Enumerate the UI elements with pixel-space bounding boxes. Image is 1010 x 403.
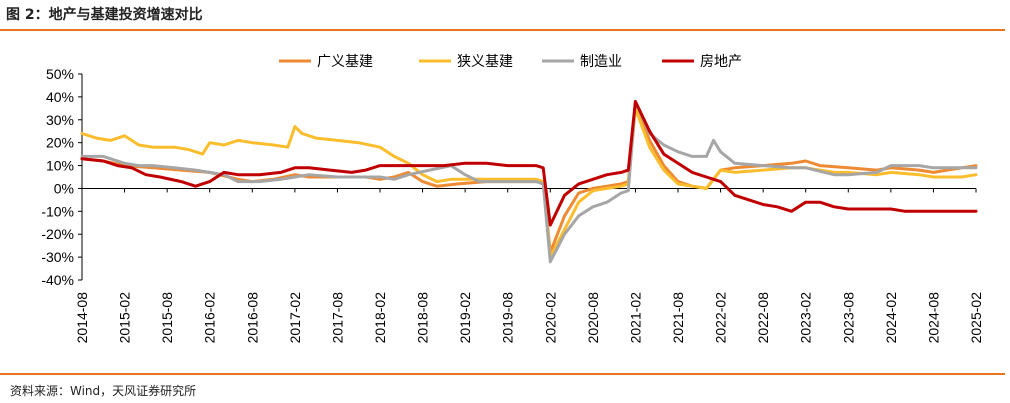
x-tick-label: 2021-02 bbox=[627, 292, 643, 344]
x-tick-label: 2018-02 bbox=[372, 292, 388, 344]
x-tick-label: 2020-08 bbox=[585, 292, 601, 344]
y-tick-label: -40% bbox=[41, 272, 74, 288]
x-tick-label: 2017-02 bbox=[287, 292, 303, 344]
x-tick-label: 2022-08 bbox=[755, 292, 771, 344]
source-note: 资料来源：Wind，天风证券研究所 bbox=[10, 384, 197, 398]
x-tick-label: 2017-08 bbox=[329, 292, 345, 344]
x-tick-label: 2022-02 bbox=[713, 292, 729, 344]
y-tick-label: 30% bbox=[46, 112, 74, 128]
y-tick-label: 50% bbox=[46, 66, 74, 82]
series-layer bbox=[80, 100, 978, 264]
x-tick-label: 2016-08 bbox=[244, 292, 260, 344]
legend-label-4: 房地产 bbox=[700, 54, 742, 70]
series-line-3 bbox=[80, 100, 978, 264]
axes-layer: 50% 40% 30% 20% 10% 0% -10% -20% -30% -40%2014-08… bbox=[41, 66, 984, 343]
chart: 50% 40% 30% 20% 10% 0% -10% -20% -30% -40%2014-08… bbox=[41, 53, 984, 343]
x-tick-label: 2023-08 bbox=[840, 292, 856, 344]
legend-label-1: 广义基建 bbox=[317, 53, 373, 70]
x-tick-label: 2016-02 bbox=[202, 292, 218, 344]
y-tick-label: -10% bbox=[41, 203, 74, 219]
y-tick-label: -20% bbox=[41, 226, 74, 242]
x-tick-label: 2015-08 bbox=[159, 292, 175, 344]
x-tick-label: 2025-02 bbox=[968, 292, 984, 344]
x-tick-label: 2020-02 bbox=[542, 292, 558, 344]
x-tick-label: 2024-08 bbox=[925, 292, 941, 344]
x-tick-label: 2021-08 bbox=[670, 292, 686, 344]
legend: 广义基建 狭义基建 制造业 房地产 bbox=[279, 53, 742, 70]
y-tick-label: 0% bbox=[54, 180, 74, 196]
x-tick-label: 2014-08 bbox=[74, 292, 90, 344]
legend-label-3: 制造业 bbox=[580, 54, 622, 70]
y-tick-label: -30% bbox=[41, 249, 74, 265]
y-tick-label: 40% bbox=[46, 89, 74, 105]
bottom-rule bbox=[0, 373, 1005, 375]
x-tick-label: 2023-02 bbox=[798, 292, 814, 344]
x-tick-label: 2015-02 bbox=[117, 292, 133, 344]
y-tick-label: 10% bbox=[46, 158, 74, 174]
y-tick-label: 20% bbox=[46, 135, 74, 151]
x-tick-label: 2019-08 bbox=[500, 292, 516, 344]
top-rule bbox=[0, 29, 1005, 31]
legend-label-2: 狭义基建 bbox=[457, 53, 513, 70]
figure-title: 图 2：地产与基建投资增速对比 bbox=[6, 7, 203, 23]
x-tick-label: 2018-08 bbox=[415, 292, 431, 344]
x-tick-label: 2019-02 bbox=[457, 292, 473, 344]
series-line-4 bbox=[80, 100, 978, 227]
x-tick-label: 2024-02 bbox=[883, 292, 899, 344]
